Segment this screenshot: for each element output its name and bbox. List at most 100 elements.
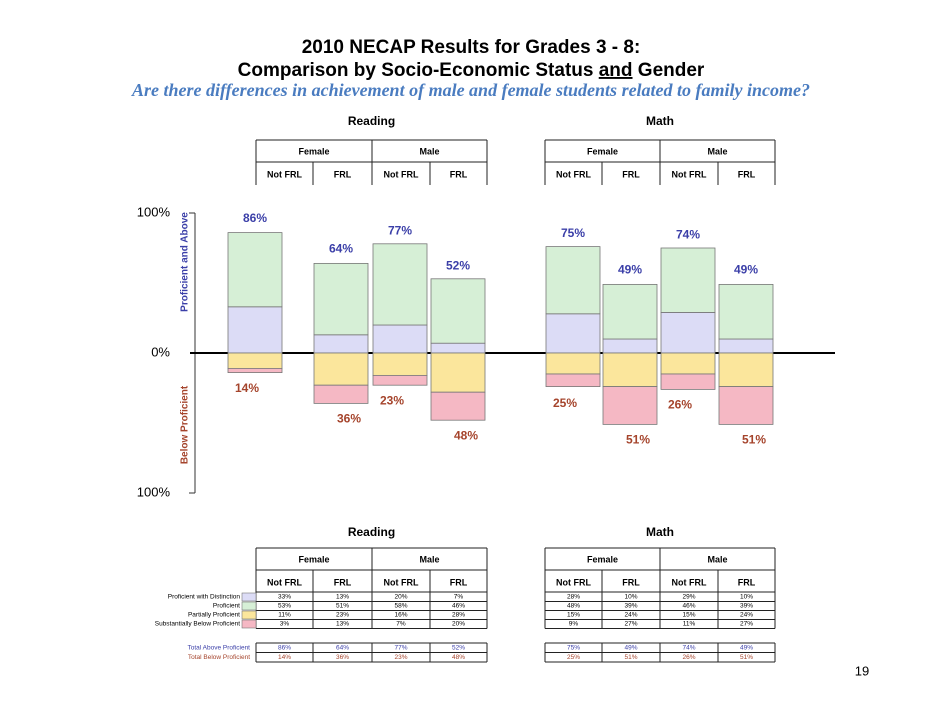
gender-label: Male <box>707 146 727 156</box>
gender-label: Male <box>419 146 439 156</box>
value-label: 26% <box>668 398 692 412</box>
subtitle: Are there differences in achievement of … <box>131 80 810 100</box>
gender-label: Male <box>707 554 727 564</box>
category-label: Not FRL <box>556 169 591 179</box>
table-cell: 77% <box>394 645 407 652</box>
bar-segment <box>227 352 283 369</box>
table-cell: 15% <box>682 612 695 619</box>
category-label: FRL <box>738 577 756 587</box>
title-line2: Comparison by Socio-Economic Status and … <box>238 60 705 81</box>
table-cell: 74% <box>682 645 695 652</box>
table-cell: 48% <box>452 654 465 661</box>
bar-segment <box>545 352 601 375</box>
category-label: FRL <box>334 577 352 587</box>
y-tick-label: 0% <box>151 344 170 359</box>
bar-segment <box>718 283 774 340</box>
gender-label: Female <box>298 554 329 564</box>
legend-swatch <box>241 601 257 611</box>
y-label-below: Below Proficient <box>180 385 191 464</box>
table-cell: 39% <box>740 603 753 610</box>
bar-segment <box>660 247 716 313</box>
y-tick-label: 100% <box>137 204 171 219</box>
value-label: 52% <box>446 258 470 272</box>
table-cell: 11% <box>683 621 696 628</box>
bar-segment <box>430 342 486 354</box>
value-label: 49% <box>734 263 758 277</box>
table-cell: 7% <box>396 621 406 628</box>
category-label: FRL <box>738 169 756 179</box>
table-cell: 27% <box>740 621 753 628</box>
value-label: 49% <box>618 263 642 277</box>
table-cell: 49% <box>740 645 753 652</box>
table-cell: 24% <box>740 612 753 619</box>
table-cell: 28% <box>452 612 465 619</box>
bar-segment <box>313 262 369 336</box>
bar-segment <box>718 338 774 354</box>
table-cell: 20% <box>394 594 407 601</box>
bar-segment <box>313 352 369 386</box>
table-cell: 16% <box>394 612 407 619</box>
table-cell: 75% <box>567 645 580 652</box>
gender-label: Female <box>587 146 618 156</box>
gender-label: Female <box>587 554 618 564</box>
table-cell: 7% <box>454 594 464 601</box>
page-number: 19 <box>855 663 869 678</box>
category-label: Not FRL <box>267 577 302 587</box>
table-cell: 23% <box>394 654 407 661</box>
table-cell: 20% <box>452 621 465 628</box>
bar-segment <box>227 306 283 354</box>
table-cell: 11% <box>278 612 291 619</box>
title-part: Comparison by Socio-Economic Status <box>238 60 594 81</box>
category-label: FRL <box>450 577 468 587</box>
value-label: 51% <box>626 433 650 447</box>
table-cell: 64% <box>336 645 349 652</box>
value-label: 48% <box>454 428 478 442</box>
panel-title: Math <box>646 525 674 539</box>
legend-swatch <box>241 610 257 620</box>
table-cell: 51% <box>336 603 349 610</box>
gender-label: Male <box>419 554 439 564</box>
bar-segment <box>660 352 716 375</box>
y-tick-label: 100% <box>137 484 171 499</box>
bar-segment <box>660 373 716 390</box>
row-label: Total Below Proficient <box>188 654 250 661</box>
bar-segment <box>430 352 486 393</box>
y-label-above: Proficient and Above <box>180 212 191 312</box>
table-cell: 23% <box>336 612 349 619</box>
title-part: and <box>599 60 633 81</box>
table-cell: 13% <box>336 594 349 601</box>
table-cell: 29% <box>682 594 695 601</box>
legend-swatch <box>241 592 257 602</box>
table-cell: 46% <box>682 603 695 610</box>
table-cell: 9% <box>569 621 579 628</box>
category-label: Not FRL <box>384 577 419 587</box>
table-cell: 24% <box>624 612 637 619</box>
category-label: FRL <box>334 169 352 179</box>
bar-segment <box>602 386 658 425</box>
bar-segment <box>545 373 601 388</box>
bar-segment <box>602 338 658 354</box>
bar-segment <box>602 352 658 387</box>
title-part: Gender <box>638 60 705 81</box>
table-cell: 51% <box>740 654 753 661</box>
value-label: 64% <box>329 242 353 256</box>
row-label: Partially Proficient <box>188 612 240 619</box>
value-label: 36% <box>337 412 361 426</box>
table-cell: 10% <box>740 594 753 601</box>
bar-segment <box>718 352 774 387</box>
bar-segment <box>372 324 428 354</box>
value-label: 51% <box>742 433 766 447</box>
value-label: 74% <box>676 228 700 242</box>
table-cell: 28% <box>567 594 580 601</box>
table-cell: 86% <box>278 645 291 652</box>
bar-segment <box>313 334 369 354</box>
table-cell: 13% <box>336 621 349 628</box>
gender-label: Female <box>298 146 329 156</box>
table-cell: 51% <box>624 654 637 661</box>
panel-title: Math <box>646 114 674 128</box>
category-label: Not FRL <box>384 169 419 179</box>
bar-segment <box>718 386 774 425</box>
bar-segment <box>660 311 716 354</box>
table-cell: 26% <box>682 654 695 661</box>
